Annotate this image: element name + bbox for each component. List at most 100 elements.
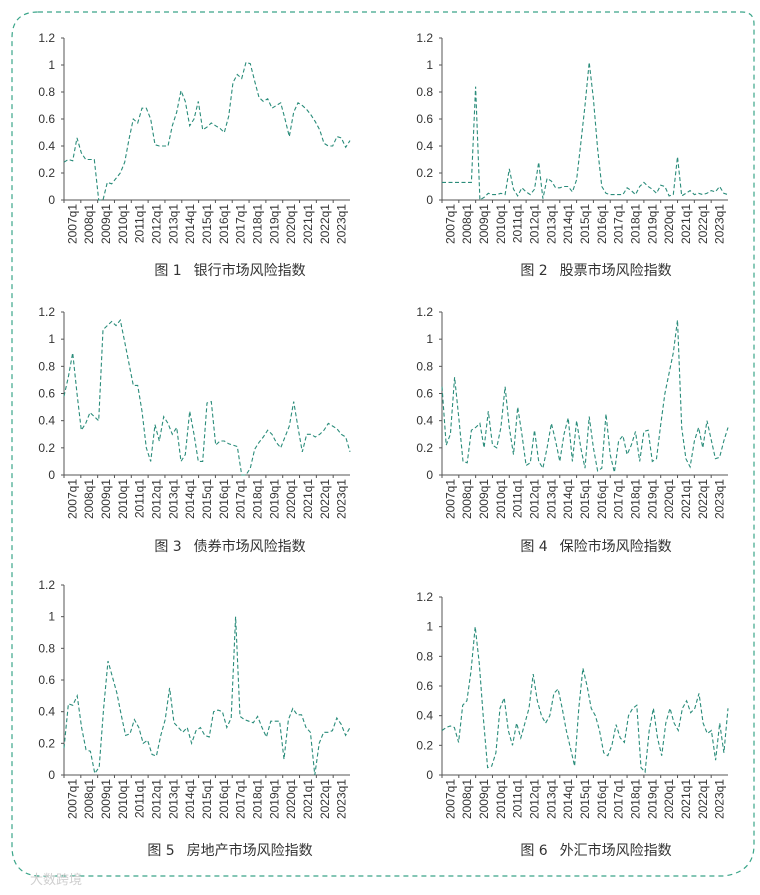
- x-tick-label: 2016q1: [595, 204, 609, 244]
- x-tick-label: 2012q1: [150, 479, 164, 519]
- y-tick-label: 1.2: [38, 578, 55, 592]
- x-tick-label: 2014q1: [561, 479, 575, 519]
- figure-number: 图 2: [520, 263, 547, 279]
- y-tick-label: 1.2: [38, 31, 55, 45]
- x-tick-label: 2021q1: [679, 779, 693, 819]
- x-tick-label: 2010q1: [494, 779, 508, 819]
- x-tick-label: 2019q1: [267, 779, 281, 819]
- y-tick-label: 0.8: [416, 649, 433, 663]
- x-tick-label: 2020q1: [662, 479, 676, 519]
- x-tick-label: 2017q1: [234, 779, 248, 819]
- x-tick-label: 2023q1: [335, 204, 349, 244]
- x-tick-label: 2019q1: [645, 204, 659, 244]
- x-tick-label: 2018q1: [628, 204, 642, 244]
- y-tick-label: 1: [48, 610, 55, 624]
- x-tick-label: 2007q1: [65, 204, 79, 244]
- x-tick-label: 2013q1: [166, 204, 180, 244]
- x-tick-label: 2010q1: [494, 204, 508, 244]
- y-tick-label: 0.6: [416, 679, 433, 693]
- figure-number: 图 4: [520, 539, 547, 555]
- x-tick-label: 2008q1: [460, 204, 474, 244]
- x-tick-label: 2014q1: [561, 204, 575, 244]
- y-tick-label: 0.2: [416, 738, 433, 752]
- x-tick-label: 2009q1: [477, 779, 491, 819]
- x-tick-label: 2018q1: [628, 479, 642, 519]
- x-tick-label: 2010q1: [116, 204, 130, 244]
- x-tick-label: 2014q1: [561, 779, 575, 819]
- x-tick-label: 2022q1: [696, 204, 710, 244]
- x-tick-label: 2016q1: [217, 479, 231, 519]
- x-tick-label: 2015q1: [578, 779, 592, 819]
- x-tick-label: 2011q1: [511, 779, 525, 818]
- x-tick-label: 2021q1: [679, 479, 693, 519]
- x-tick-label: 2018q1: [628, 779, 642, 819]
- figure-caption: 图 2 股票市场风险指数: [520, 262, 671, 279]
- x-tick-label: 2020q1: [662, 779, 676, 819]
- y-tick-label: 0.8: [38, 641, 55, 655]
- series-line-1: [441, 320, 729, 473]
- x-tick-label: 2023q1: [335, 479, 349, 519]
- y-tick-label: 0.2: [416, 441, 433, 455]
- y-tick-label: 1: [48, 332, 55, 346]
- x-tick-label: 2008q1: [82, 779, 96, 819]
- x-tick-label: 2009q1: [477, 204, 491, 244]
- x-tick-label: 2009q1: [99, 479, 113, 519]
- figure-caption: 图 1 银行市场风险指数: [154, 262, 305, 279]
- x-tick-label: 2009q1: [99, 204, 113, 244]
- x-tick-label: 2012q1: [528, 204, 542, 244]
- x-tick-label: 2023q1: [713, 479, 727, 519]
- x-tick-label: 2021q1: [301, 779, 315, 819]
- y-tick-label: 0.6: [416, 387, 433, 401]
- series-line-1: [441, 626, 729, 774]
- figure-caption: 图 3 债券市场风险指数: [154, 538, 305, 555]
- y-tick-label: 0.8: [416, 85, 433, 99]
- x-tick-label: 2011q1: [133, 779, 147, 818]
- x-tick-label: 2014q1: [183, 779, 197, 819]
- y-tick-label: 0: [48, 468, 55, 482]
- chart-title: 保险市场风险指数: [560, 538, 672, 555]
- y-tick-label: 0.4: [416, 414, 433, 428]
- x-tick-label: 2017q1: [612, 479, 626, 519]
- x-tick-label: 2021q1: [301, 204, 315, 244]
- y-tick-label: 0.8: [38, 359, 55, 373]
- x-tick-label: 2012q1: [528, 479, 542, 519]
- y-tick-label: 1: [48, 58, 55, 72]
- chart-panel-1: 0 0.2 0.4 0.6 0.8 1 1.2 2007q1 2008q1 2009q1 2010q…: [38, 31, 351, 279]
- y-tick-label: 0: [426, 468, 433, 482]
- series-line-1: [63, 61, 351, 201]
- x-tick-label: 2021q1: [679, 204, 693, 244]
- x-tick-label: 2011q1: [511, 204, 525, 243]
- watermark-text: 大数跨境: [30, 873, 82, 888]
- x-tick-label: 2010q1: [116, 479, 130, 519]
- chart-panel-3: 0 0.2 0.4 0.6 0.8 1 1.2 2007q1 2008q1 2009q1 2010q…: [38, 305, 351, 555]
- x-tick-label: 2022q1: [318, 779, 332, 819]
- y-tick-label: 0.4: [416, 709, 433, 723]
- x-tick-label: 2013q1: [544, 779, 558, 819]
- x-tick-label: 2008q1: [82, 479, 96, 519]
- x-tick-label: 2008q1: [460, 779, 474, 819]
- series-line-1: [63, 616, 351, 776]
- x-tick-label: 2013q1: [544, 479, 558, 519]
- y-tick-label: 0.4: [38, 139, 55, 153]
- y-tick-label: 0.8: [38, 85, 55, 99]
- chart-title: 债券市场风险指数: [194, 538, 306, 555]
- figure-number: 图 5: [147, 843, 174, 859]
- x-tick-label: 2013q1: [166, 779, 180, 819]
- x-tick-label: 2007q1: [443, 779, 457, 819]
- x-tick-label: 2007q1: [65, 779, 79, 819]
- x-tick-label: 2020q1: [284, 479, 298, 519]
- x-tick-label: 2015q1: [200, 779, 214, 819]
- series-line-1: [442, 62, 729, 201]
- x-tick-label: 2010q1: [494, 479, 508, 519]
- y-tick-label: 0.2: [38, 441, 55, 455]
- x-tick-label: 2014q1: [183, 479, 197, 519]
- chart-panel-4: 0 0.2 0.4 0.6 0.8 1 1.2 2007q1 2008q1 2009q1 2010q…: [416, 305, 729, 555]
- y-tick-label: 0.4: [38, 705, 55, 719]
- x-tick-label: 2013q1: [166, 479, 180, 519]
- figure-caption: 图 4 保险市场风险指数: [520, 538, 671, 555]
- x-tick-label: 2007q1: [443, 204, 457, 244]
- y-tick-label: 1.2: [416, 590, 433, 604]
- x-tick-label: 2011q1: [511, 479, 525, 518]
